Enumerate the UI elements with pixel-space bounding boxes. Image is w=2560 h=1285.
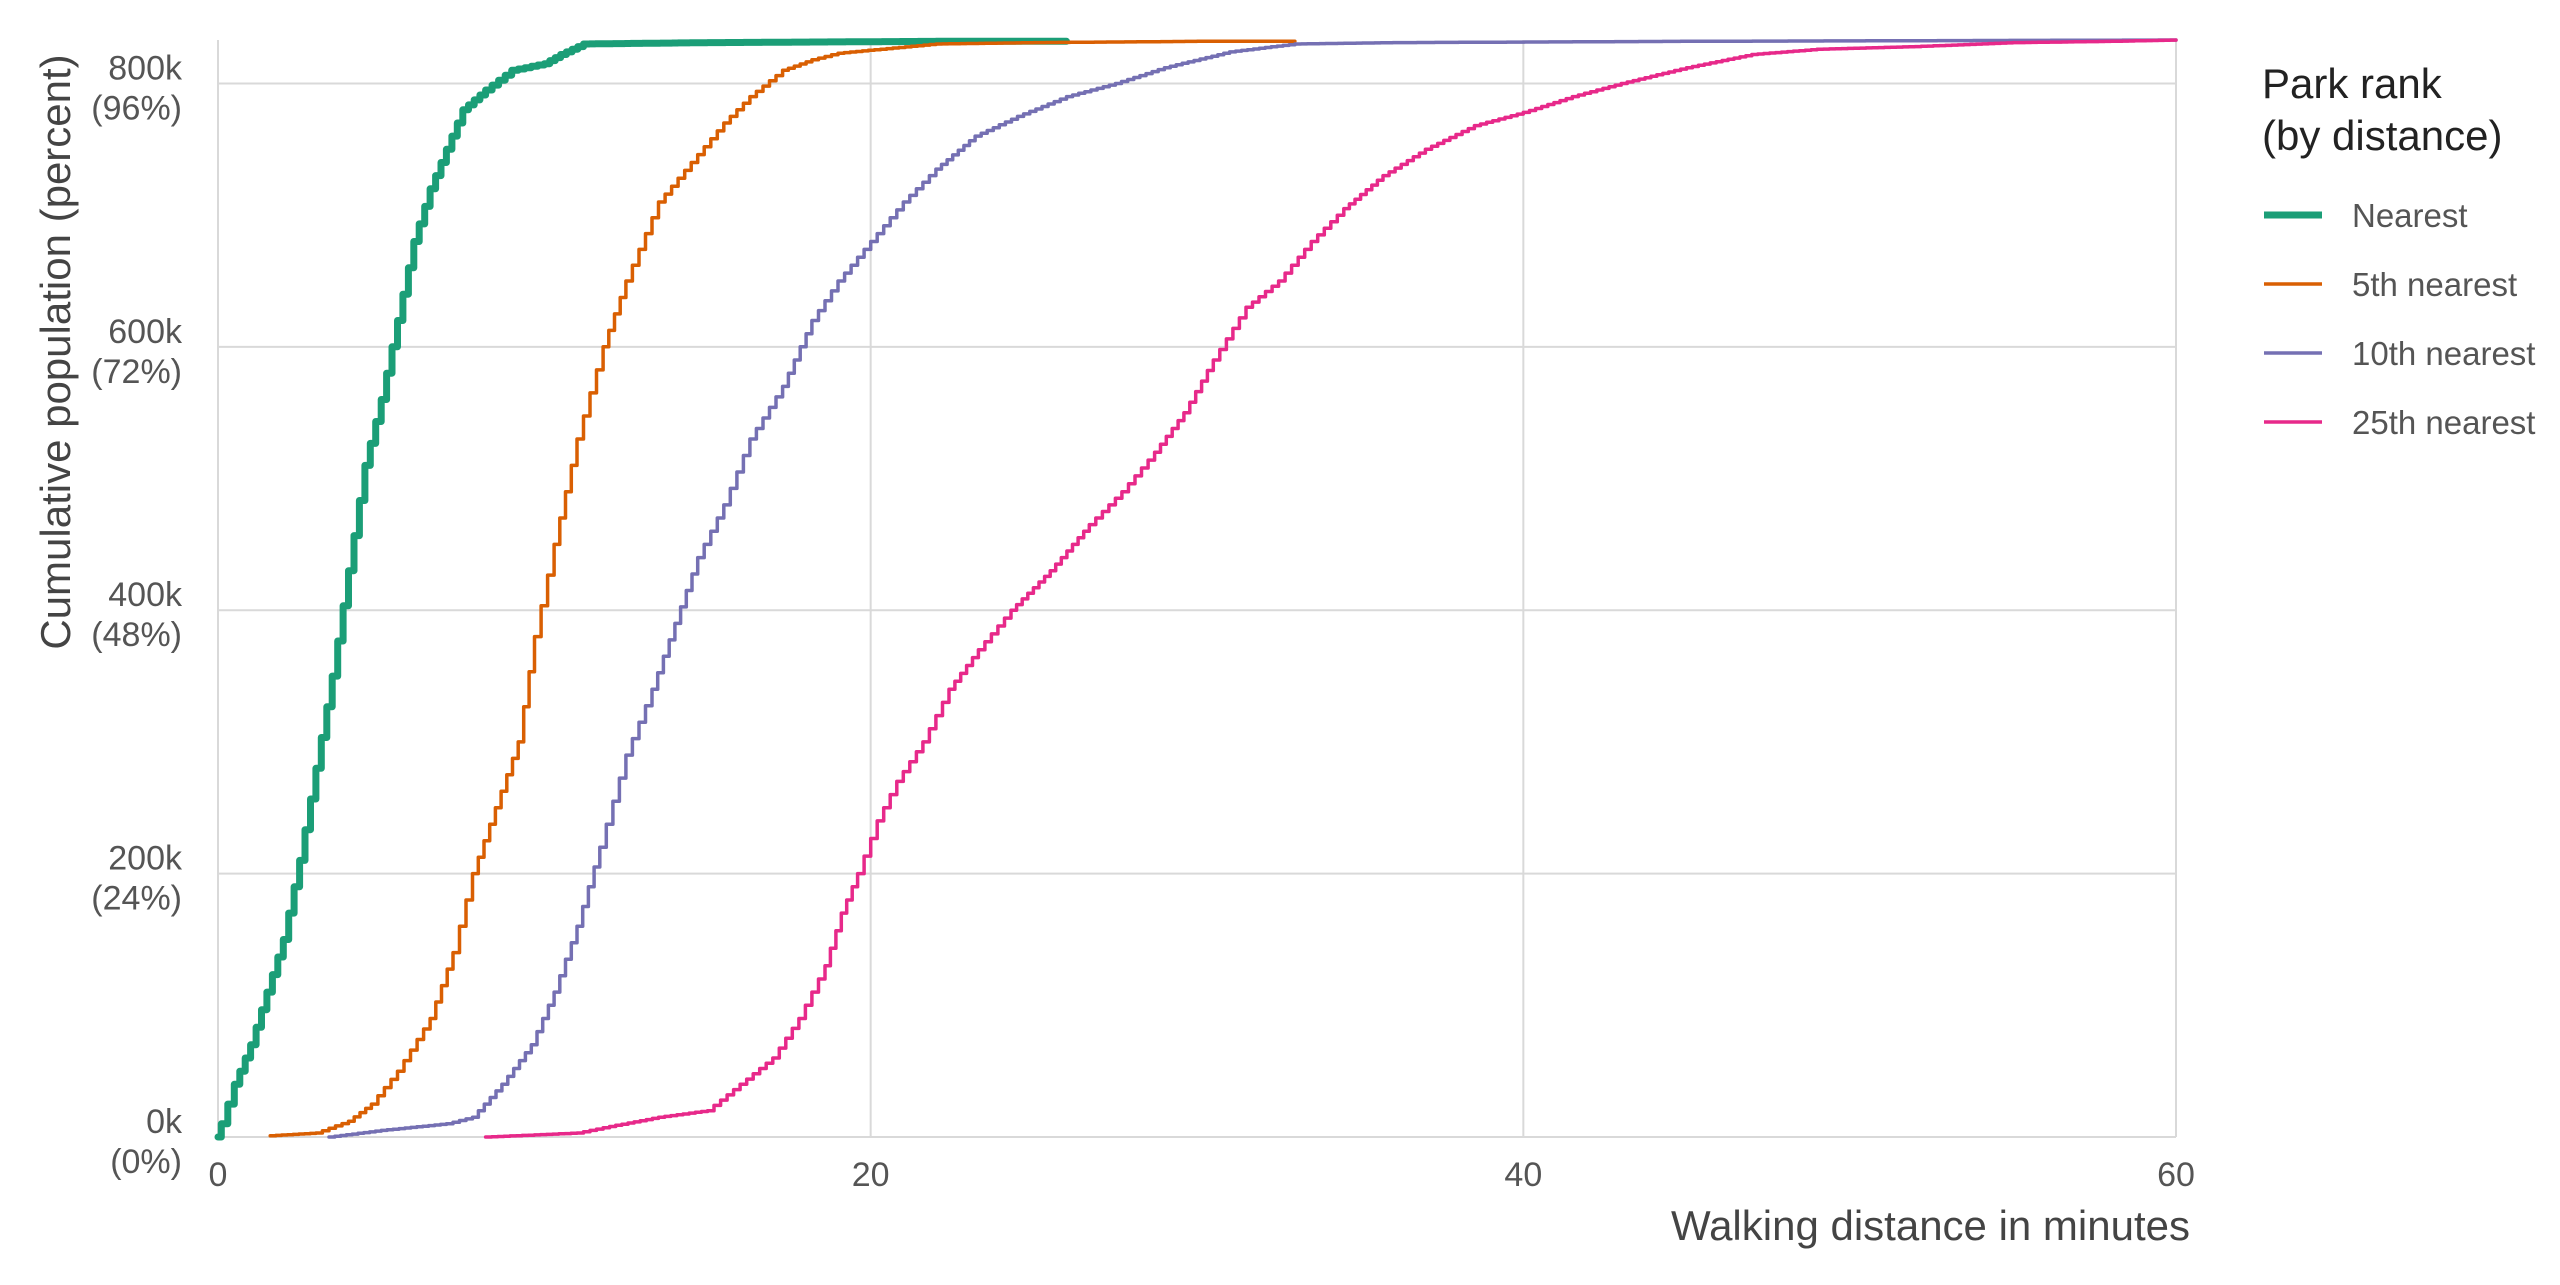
y-axis-title: Cumulative population (percent) [32,54,79,649]
legend: Park rank (by distance) Nearest 5th neare… [2262,60,2535,441]
series-line-25th-nearest [483,38,2178,1139]
series-layer [214,37,2178,1141]
series-line-5th-nearest [268,39,1297,1138]
series-line-10th-nearest [327,38,2178,1139]
y-tick-percent-label: (24%) [91,880,182,918]
y-tick-label: 600k [108,313,183,351]
x-tick-label: 20 [852,1156,890,1194]
y-tick-percent-label: (0%) [110,1143,182,1181]
y-tick-label: 400k [108,576,183,614]
legend-label-5th-nearest: 5th nearest [2352,266,2517,303]
legend-label-25th-nearest: 25th nearest [2352,404,2535,441]
legend-title-line-2: (by distance) [2262,112,2502,159]
y-tick-percent-label: (72%) [91,353,182,391]
y-tick-label: 200k [108,840,183,878]
legend-label-nearest: Nearest [2352,197,2468,234]
y-tick-percent-label: (48%) [91,616,182,654]
x-tick-label: 0 [209,1156,228,1194]
x-axis-title: Walking distance in minutes [1671,1202,2190,1249]
legend-title-line-1: Park rank [2262,60,2443,107]
grid-layer [217,40,2177,1138]
legend-label-10th-nearest: 10th nearest [2352,335,2535,372]
x-tick-label: 60 [2157,1156,2195,1194]
y-tick-label: 0k [146,1103,183,1141]
y-tick-label: 800k [108,49,183,87]
axis-layer: Walking distance in minutes Cumulative p… [32,49,2195,1249]
x-tick-label: 40 [1504,1156,1542,1194]
series-line-nearest [214,37,1070,1141]
y-tick-percent-label: (96%) [91,89,182,127]
